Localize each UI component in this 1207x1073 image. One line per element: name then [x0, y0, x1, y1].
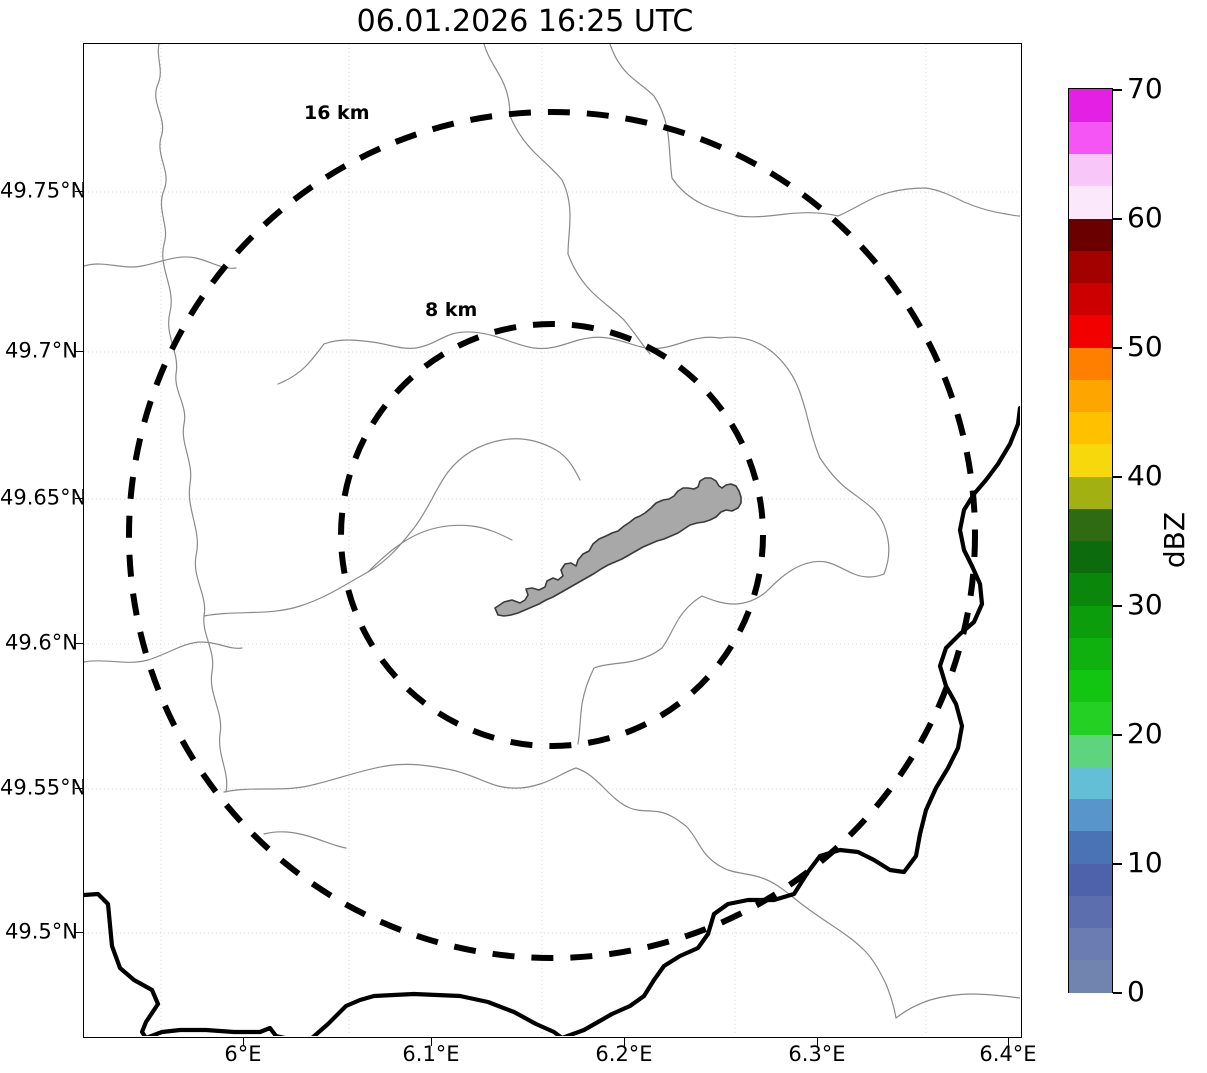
range-ring-label-8km: 8 km [425, 299, 478, 321]
colorbar-tick-label: 50 [1127, 330, 1163, 363]
page-title: 06.01.2026 16:25 UTC [356, 4, 694, 39]
x-tick-mark [431, 1038, 433, 1046]
x-tick-label: 6.2°E [595, 1042, 653, 1066]
colorbar-title: dBZ [1158, 511, 1191, 569]
colorbar-tick-mark [1113, 89, 1122, 91]
colorbar-band [1069, 830, 1112, 864]
map-canvas [84, 44, 1020, 1036]
y-tick-label: 49.65°N [0, 485, 87, 510]
colorbar-tick-mark [1113, 863, 1122, 865]
colorbar-band [1069, 476, 1112, 509]
colorbar-band [1069, 895, 1112, 929]
colorbar-band [1069, 927, 1112, 961]
x-tick-label: 6.3°E [788, 1042, 846, 1066]
colorbar-band [1069, 379, 1112, 413]
colorbar-tick-label: 10 [1127, 846, 1163, 879]
colorbar-band [1069, 734, 1112, 767]
colorbar-band [1069, 863, 1112, 896]
colorbar-band [1069, 121, 1112, 155]
y-tick-mark [75, 932, 83, 934]
colorbar-band [1069, 572, 1112, 606]
y-tick-mark [75, 498, 83, 500]
colorbar-tick-mark [1113, 992, 1122, 994]
y-tick-label: 49.6°N [5, 630, 78, 655]
x-tick-mark [624, 1038, 626, 1046]
colorbar-band [1069, 701, 1112, 735]
colorbar-tick-label: 60 [1127, 201, 1163, 234]
colorbar-band [1069, 605, 1112, 638]
y-tick-label: 49.75°N [0, 178, 87, 203]
colorbar-tick-mark [1113, 476, 1122, 478]
range-ring-label-16km: 16 km [304, 102, 370, 124]
colorbar-tick-mark [1113, 347, 1122, 349]
admin-boundaries [84, 44, 1020, 1019]
colorbar-tick-mark [1113, 218, 1122, 220]
colorbar-band [1069, 411, 1112, 445]
colorbar-band [1069, 669, 1112, 703]
range-ring-8km [338, 321, 766, 749]
colorbar-band [1069, 766, 1112, 800]
colorbar-band [1069, 508, 1112, 542]
colorbar-tick-label: 20 [1127, 717, 1163, 750]
colorbar-tick-label: 70 [1127, 72, 1163, 105]
colorbar-band [1069, 798, 1112, 832]
colorbar-band [1069, 282, 1112, 316]
colorbar-band [1069, 218, 1112, 251]
colorbar-band [1069, 250, 1112, 284]
colorbar-tick-label: 30 [1127, 588, 1163, 621]
colorbar-band [1069, 153, 1112, 187]
colorbar[interactable] [1068, 88, 1113, 993]
colorbar-band [1069, 540, 1112, 574]
y-tick-mark [75, 643, 83, 645]
colorbar-band [1069, 443, 1112, 477]
gridlines [84, 44, 1020, 1036]
national-borders [84, 405, 1020, 1036]
y-tick-label: 49.55°N [0, 775, 87, 800]
y-tick-mark [75, 191, 83, 193]
highlighted-region-polygon [494, 477, 742, 617]
colorbar-band [1069, 314, 1112, 348]
colorbar-tick-label: 40 [1127, 459, 1163, 492]
y-tick-mark [75, 788, 83, 790]
x-tick-label: 6.4°E [979, 1042, 1037, 1066]
range-ring-16km [126, 109, 978, 961]
range-rings [126, 109, 978, 961]
x-tick-mark [243, 1038, 245, 1046]
map-plot-area[interactable]: 16 km 8 km [83, 43, 1022, 1038]
y-tick-label: 49.7°N [5, 338, 78, 363]
colorbar-tick-mark [1113, 734, 1122, 736]
colorbar-band [1069, 185, 1112, 219]
x-tick-mark [1008, 1038, 1010, 1046]
colorbar-tick-mark [1113, 605, 1122, 607]
colorbar-band [1069, 89, 1112, 122]
x-tick-label: 6.1°E [402, 1042, 460, 1066]
y-tick-mark [75, 351, 83, 353]
colorbar-band [1069, 637, 1112, 671]
x-tick-mark [817, 1038, 819, 1046]
x-tick-label: 6°E [224, 1042, 262, 1066]
colorbar-tick-label: 0 [1127, 975, 1145, 1008]
y-tick-label: 49.5°N [5, 919, 78, 944]
colorbar-band [1069, 347, 1112, 380]
colorbar-band [1069, 959, 1112, 993]
